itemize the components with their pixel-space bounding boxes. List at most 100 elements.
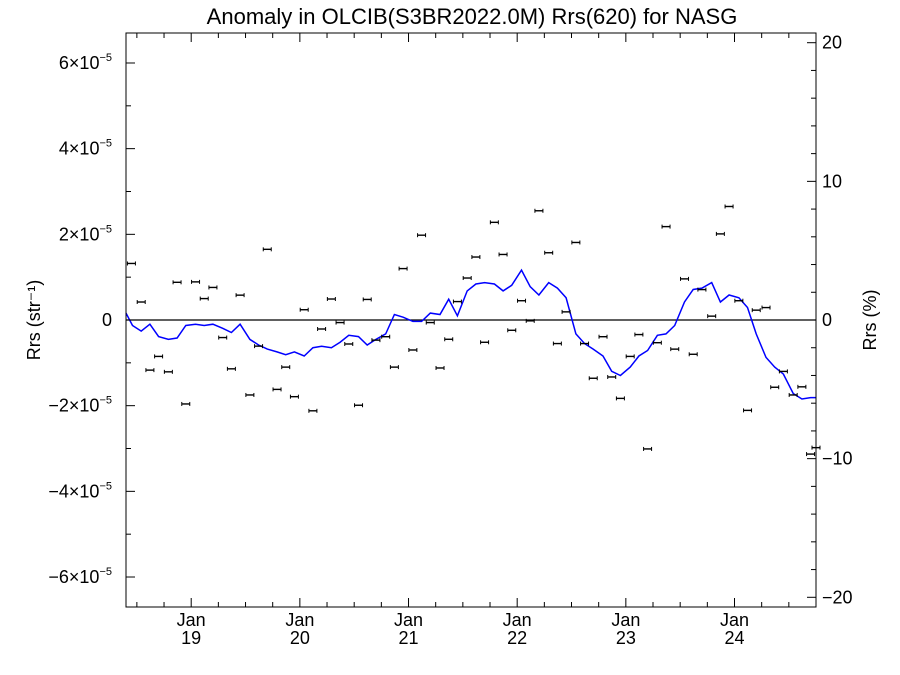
data-point xyxy=(126,261,136,266)
data-point xyxy=(598,334,608,339)
data-point xyxy=(544,250,554,255)
data-point xyxy=(289,394,299,399)
y-axis-label-left: Rrs (str⁻¹) xyxy=(24,280,44,360)
y-tick-label-left: 0 xyxy=(102,310,112,330)
y-tick-exponent: −5 xyxy=(99,480,112,492)
data-point xyxy=(381,334,391,339)
data-point xyxy=(335,320,345,325)
data-point xyxy=(734,298,744,303)
data-point xyxy=(471,255,481,260)
data-point xyxy=(362,297,372,302)
x-tick-label-month: Jan xyxy=(285,610,314,630)
y-tick-exponent: −5 xyxy=(99,223,112,235)
y-tick-label-right: 20 xyxy=(822,33,842,53)
data-point xyxy=(344,341,354,346)
data-point xyxy=(480,340,490,345)
data-point xyxy=(199,296,209,301)
y-tick-label-right: 10 xyxy=(822,171,842,191)
data-point xyxy=(489,220,499,225)
data-point xyxy=(254,344,264,349)
anomaly-points-group xyxy=(126,204,821,457)
y-tick-label-left: 4×10−5 xyxy=(59,138,112,159)
data-point xyxy=(715,231,725,236)
data-point xyxy=(435,365,445,370)
data-point xyxy=(145,368,155,373)
data-point xyxy=(697,287,707,292)
y-tick-mantissa: −2×10 xyxy=(48,396,99,416)
x-tick-label-year: 19 xyxy=(181,628,201,648)
y-tick-mantissa: 2×10 xyxy=(59,224,100,244)
y-tick-exponent: −5 xyxy=(99,52,112,64)
data-point xyxy=(652,340,662,345)
data-point xyxy=(272,387,282,392)
x-tick-label-month: Jan xyxy=(177,610,206,630)
data-point xyxy=(615,396,625,401)
data-point xyxy=(561,309,571,314)
data-point xyxy=(208,285,218,290)
data-point xyxy=(136,300,146,305)
data-point xyxy=(317,326,327,331)
data-point xyxy=(670,347,680,352)
data-point xyxy=(326,297,336,302)
y-axis-label-right: Rrs (%) xyxy=(860,290,880,351)
data-point xyxy=(154,354,164,359)
y-tick-exponent: −5 xyxy=(99,566,112,578)
data-point xyxy=(262,247,272,252)
x-tick-label-month: Jan xyxy=(394,610,423,630)
data-point xyxy=(751,308,761,313)
x-tick-label-month: Jan xyxy=(720,610,749,630)
data-point xyxy=(354,403,364,408)
data-point xyxy=(218,335,228,340)
x-tick-label-month: Jan xyxy=(611,610,640,630)
data-point xyxy=(552,341,562,346)
data-point xyxy=(308,408,318,413)
data-point xyxy=(634,332,644,337)
data-point xyxy=(398,266,408,271)
data-point xyxy=(425,320,435,325)
y-tick-label-right: −20 xyxy=(822,587,853,607)
data-point xyxy=(245,392,255,397)
data-point xyxy=(688,352,698,357)
data-point xyxy=(417,233,427,238)
y-tick-exponent: −5 xyxy=(99,138,112,150)
data-point xyxy=(172,280,182,285)
data-point xyxy=(625,354,635,359)
y-tick-label-right: 0 xyxy=(822,310,832,330)
data-point xyxy=(680,276,690,281)
data-point xyxy=(389,365,399,370)
x-tick-label-month: Jan xyxy=(503,610,532,630)
data-point xyxy=(452,299,462,304)
data-point xyxy=(408,347,418,352)
anomaly-percent-line xyxy=(125,268,816,400)
data-point xyxy=(498,252,508,257)
y-tick-mantissa: −6×10 xyxy=(48,567,99,587)
y-tick-label-left: −2×10−5 xyxy=(48,395,112,416)
data-point xyxy=(588,376,598,381)
data-point xyxy=(571,240,581,245)
y-tick-mantissa: 6×10 xyxy=(59,53,100,73)
data-point xyxy=(661,224,671,229)
data-point xyxy=(507,328,517,333)
data-point xyxy=(525,318,535,323)
data-point xyxy=(299,307,309,312)
x-tick-label-year: 20 xyxy=(290,628,310,648)
data-point xyxy=(770,385,780,390)
x-tick-label-year: 22 xyxy=(507,628,527,648)
data-point xyxy=(181,401,191,406)
anomaly-percent-line-group xyxy=(125,268,816,400)
x-tick-label-year: 24 xyxy=(724,628,744,648)
data-point xyxy=(743,408,753,413)
data-point xyxy=(371,338,381,343)
y-tick-label-left: 2×10−5 xyxy=(59,223,112,244)
data-point xyxy=(163,369,173,374)
y-tick-exponent: −5 xyxy=(99,395,112,407)
y-tick-mantissa: 4×10 xyxy=(59,139,100,159)
data-point xyxy=(778,369,788,374)
data-point xyxy=(226,366,236,371)
data-point xyxy=(724,204,734,209)
data-point xyxy=(235,293,245,298)
data-point xyxy=(580,341,590,346)
data-point xyxy=(788,392,798,397)
